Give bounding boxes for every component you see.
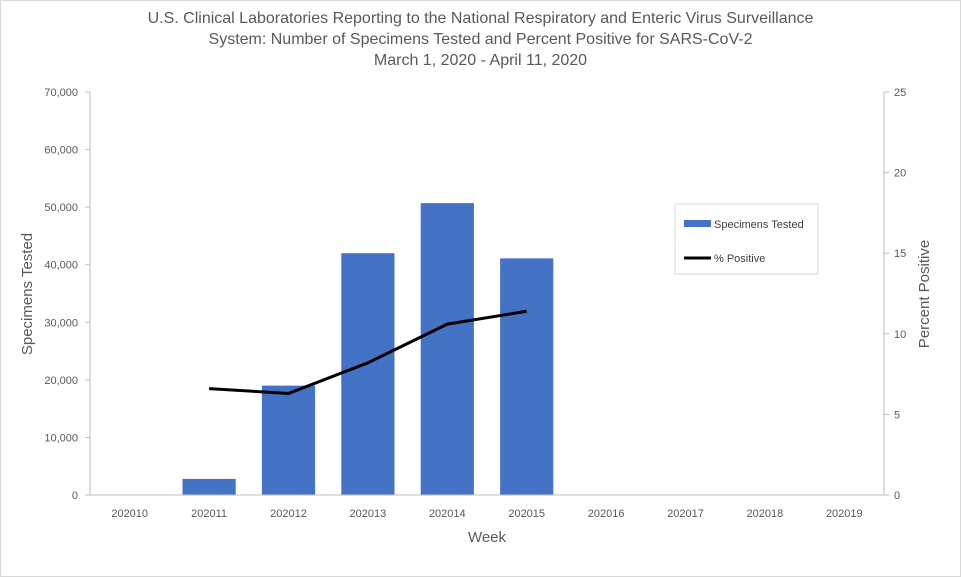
chart-title-line-3: March 1, 2020 - April 11, 2020 — [373, 52, 588, 69]
y-tick-label: 50,000 — [44, 202, 78, 214]
y-tick-label: 70,000 — [44, 87, 78, 99]
y-tick-label: 30,000 — [44, 317, 78, 329]
chart-title: U.S. Clinical Laboratories Reporting to … — [0, 8, 961, 71]
x-tick-label: 202016 — [588, 508, 625, 520]
chart-title-line-1: U.S. Clinical Laboratories Reporting to … — [147, 10, 814, 27]
y2-tick-label: 25 — [894, 87, 906, 99]
x-axis-ticks: 202010 202011 202012 202013 202014 202015 2020… — [111, 508, 862, 520]
line-series — [209, 309, 527, 395]
line-percent-positive — [209, 309, 527, 395]
x-tick-label: 202013 — [350, 508, 387, 520]
x-tick-label: 202017 — [667, 508, 704, 520]
y-axis-title: Specimens Tested — [19, 233, 36, 355]
bar-specimens-tested — [341, 253, 395, 495]
x-tick-label: 202010 — [111, 508, 148, 520]
x-tick-label: 202015 — [508, 508, 545, 520]
y2-tick-label: 20 — [894, 168, 906, 180]
y-tick-label: 0 — [72, 490, 78, 502]
x-tick-label: 202019 — [826, 508, 863, 520]
legend-label-positive: % Positive — [714, 253, 765, 265]
y2-tick-label: 5 — [894, 409, 900, 421]
right-axis: 0 5 10 15 20 25 — [884, 87, 906, 502]
legend-swatch-specimens — [684, 220, 711, 227]
x-tick-label: 202011 — [191, 508, 227, 520]
x-tick-label: 202014 — [429, 508, 466, 520]
left-axis: 0 10,000 20,000 30,000 40,000 50,000 60,000 70,… — [44, 87, 90, 502]
y-tick-label: 20,000 — [44, 375, 78, 387]
legend-label-specimens: Specimens Tested — [714, 219, 804, 231]
y2-tick-label: 10 — [894, 329, 906, 341]
x-tick-label: 202012 — [270, 508, 307, 520]
x-tick-label: 202018 — [747, 508, 784, 520]
y-tick-label: 40,000 — [44, 260, 78, 272]
bar-specimens-tested — [182, 478, 236, 495]
chart-title-line-2: System: Number of Specimens Tested and P… — [208, 31, 753, 48]
legend: Specimens Tested % Positive — [674, 203, 819, 275]
y-tick-label: 60,000 — [44, 145, 78, 157]
bar-specimens-tested — [500, 258, 554, 495]
y2-tick-label: 0 — [894, 490, 900, 502]
y-tick-label: 10,000 — [44, 432, 78, 444]
bar-specimens-tested — [420, 203, 474, 495]
legend-box — [674, 203, 819, 275]
y2-axis-title: Percent Positive — [916, 240, 933, 348]
x-axis-title: Week — [468, 529, 507, 546]
bar-specimens-tested — [261, 385, 316, 495]
bar-series — [182, 203, 554, 495]
y2-tick-label: 15 — [894, 248, 906, 260]
